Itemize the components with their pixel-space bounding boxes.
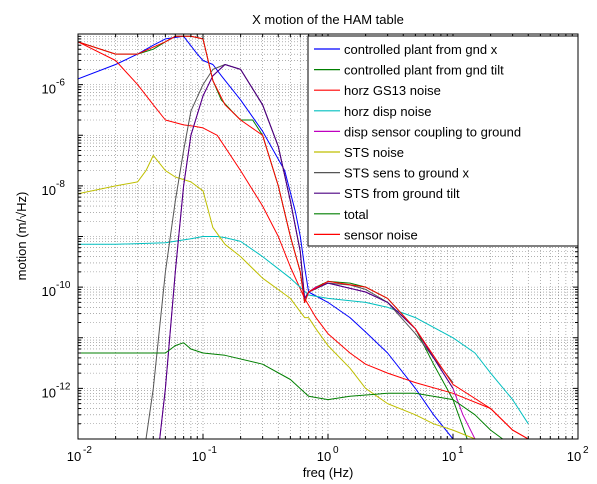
legend-box xyxy=(307,35,579,247)
x-tick-label: 10 xyxy=(317,449,331,464)
y-tick-label: 10 xyxy=(42,183,56,198)
x-tick-label-exponent: 0 xyxy=(333,445,339,456)
legend: controlled plant from gnd x controlled pl… xyxy=(307,35,579,247)
series-line-1 xyxy=(78,35,454,439)
y-tick-label: 10 xyxy=(42,82,56,97)
legend-entry: horz disp noise xyxy=(344,104,431,119)
chart-title: X motion of the HAM table xyxy=(252,12,404,27)
legend-entry: STS from ground tilt xyxy=(344,186,460,201)
x-tick-label: 10 xyxy=(67,449,81,464)
x-tick-label-exponent: -2 xyxy=(83,445,92,456)
series-line-8 xyxy=(159,64,454,439)
legend-entry: controlled plant from gnd tilt xyxy=(344,63,504,78)
x-tick-label: 10 xyxy=(192,449,206,464)
legend-entry: horz GS13 noise xyxy=(344,83,441,98)
legend-entry: STS sens to ground x xyxy=(344,166,470,181)
x-tick-label-exponent: 2 xyxy=(583,445,589,456)
y-tick-label: 10 xyxy=(42,284,56,299)
legend-entry: STS noise xyxy=(344,145,404,160)
legend-entry: total xyxy=(344,207,369,222)
legend-entry: sensor noise xyxy=(344,227,418,242)
y-tick-label-exponent: -12 xyxy=(56,381,71,392)
x-axis-label: freq (Hz) xyxy=(303,465,354,480)
series-line-9 xyxy=(78,342,503,439)
y-axis-label: motion (m/√Hz) xyxy=(14,192,29,281)
y-tick-label-exponent: -6 xyxy=(56,78,65,89)
series-line-4 xyxy=(78,236,529,425)
x-tick-label: 10 xyxy=(442,449,456,464)
series-line-3 xyxy=(78,41,529,439)
series-lines xyxy=(78,35,529,439)
x-tick-label-exponent: 1 xyxy=(458,445,464,456)
x-tick-label-exponent: -1 xyxy=(208,445,217,456)
x-tick-label: 10 xyxy=(567,449,581,464)
legend-entry: controlled plant from gnd x xyxy=(344,42,498,57)
series-line-10 xyxy=(78,35,529,439)
y-tick-label-exponent: -10 xyxy=(56,280,71,291)
y-tick-label: 10 xyxy=(42,385,56,400)
y-tick-label-exponent: -8 xyxy=(56,179,65,190)
legend-entry: disp sensor coupling to ground xyxy=(344,124,521,139)
series-line-6 xyxy=(78,154,476,439)
